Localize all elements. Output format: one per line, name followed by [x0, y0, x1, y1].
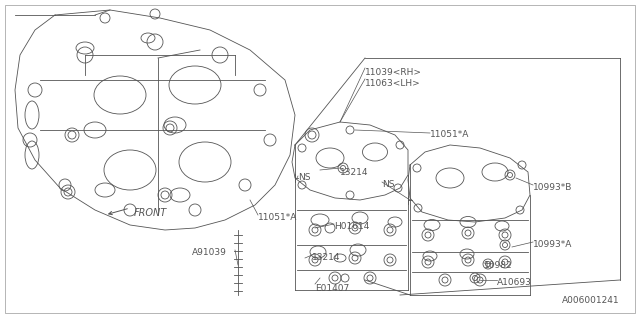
Text: 11051*A: 11051*A: [430, 130, 469, 139]
Text: NS: NS: [298, 173, 310, 182]
Text: A91039: A91039: [192, 248, 227, 257]
Text: NS: NS: [382, 180, 394, 189]
Text: 13214: 13214: [312, 253, 340, 262]
Text: 11039<RH>: 11039<RH>: [365, 68, 422, 77]
Text: 10993*A: 10993*A: [533, 240, 572, 249]
Text: FRONT: FRONT: [134, 208, 167, 218]
Text: A10693: A10693: [497, 278, 532, 287]
Text: A006001241: A006001241: [563, 296, 620, 305]
Text: 11051*A: 11051*A: [258, 213, 298, 222]
Text: 11063<LH>: 11063<LH>: [365, 79, 420, 88]
Text: H01614: H01614: [334, 222, 369, 231]
Text: 10982: 10982: [484, 261, 513, 270]
Text: 13214: 13214: [340, 168, 369, 177]
Text: E01407: E01407: [315, 284, 349, 293]
Text: 10993*B: 10993*B: [533, 183, 572, 192]
